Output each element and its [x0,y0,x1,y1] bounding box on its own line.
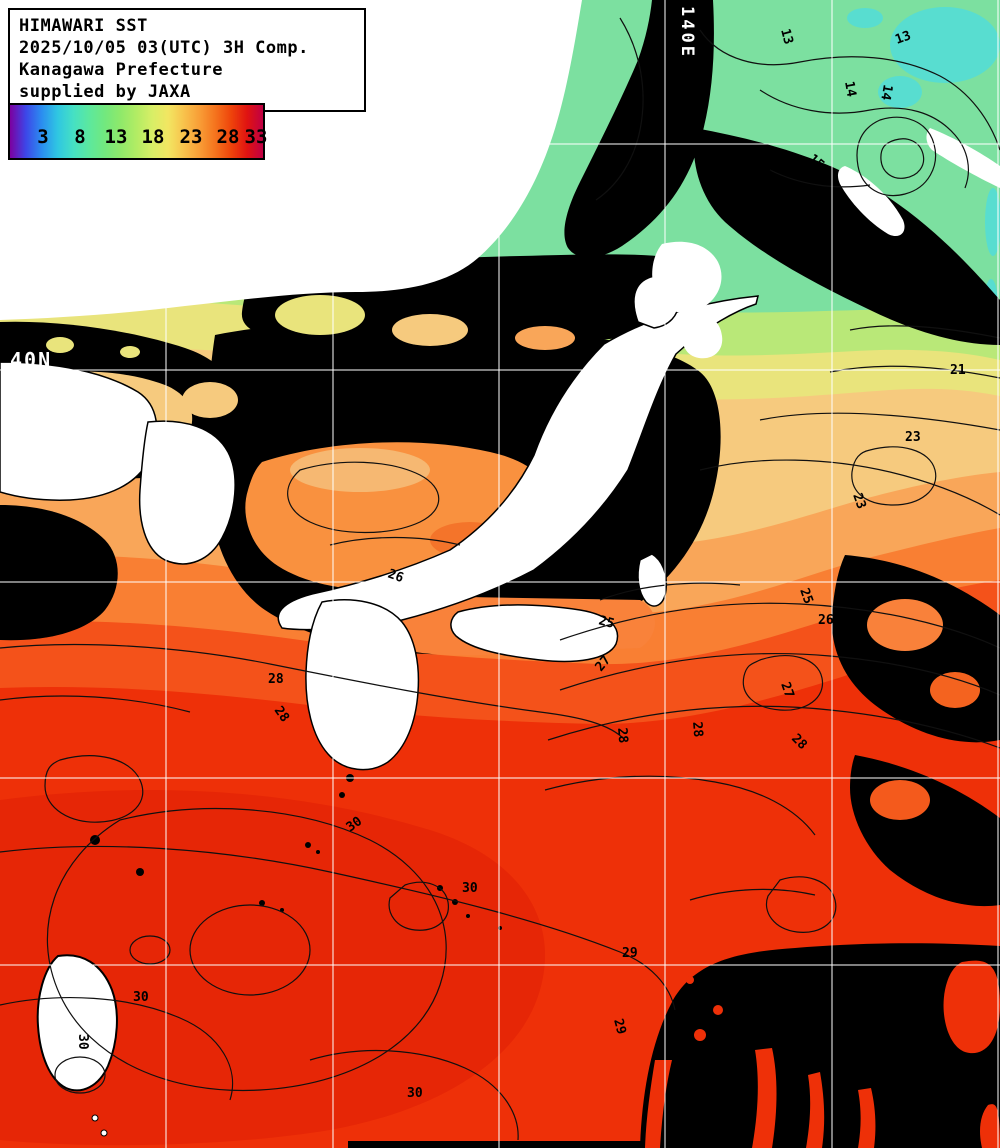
land-shikoku [450,604,619,663]
title-box: HIMAWARI SST 2025/10/05 03(UTC) 3H Comp.… [8,8,366,112]
contour-label: 25 [597,613,616,632]
contour-label: 30 [75,1034,90,1050]
contour-label: 26 [818,613,834,628]
contour-label: 14 [877,83,895,101]
lon-label-140e: 140E [677,6,697,59]
title-line-region: Kanagawa Prefecture [19,60,223,80]
contour-label: 15 [758,169,774,186]
contour-label: 25 [796,586,815,606]
contour-label: 23 [849,491,868,511]
contour-label: 13 [777,27,796,46]
contour-label: 30 [344,814,366,835]
contour-label: 15 [666,19,682,34]
land-korea-tip [138,420,236,565]
land-kyushu [305,599,420,771]
land-izu [637,553,668,607]
colorbar-tick-13: 13 [104,126,128,148]
land-tohoku-bit [652,241,722,313]
land-hokkaido-strip [926,128,1000,188]
land-honshu [277,295,759,631]
colorbar-tick-23: 23 [179,126,203,148]
contour-label: 26 [386,567,406,587]
colorbar-tick-8: 8 [74,126,86,148]
land-tohoku-bit2 [682,314,723,359]
colorbar-tick-3: 3 [37,126,49,148]
contour-lines [0,17,1000,1141]
contour-label: 27 [777,680,796,700]
colorbar-tick-18: 18 [141,126,165,148]
title-line-datetime: 2025/10/05 03(UTC) 3H Comp. [19,38,309,58]
land-coast-strip [837,166,905,237]
title-line-product: HIMAWARI SST [19,16,148,36]
contour-label: 30 [407,1086,423,1101]
contour-label: 23 [905,430,921,445]
contour-label: 28 [689,721,705,738]
contour-label: 30 [462,881,478,896]
colorbar-tick-28: 28 [216,126,240,148]
contour-label: 14 [841,80,859,98]
colorbar: 3 8 13 18 23 28 33 [8,103,268,160]
colorbar-tick-33: 33 [244,126,268,148]
lat-label-40n: 40N [10,348,52,372]
contour-label: 28 [268,672,284,687]
colorbar-gradient [10,105,263,158]
contour-label: 29 [622,946,638,961]
contour-label: 13 [893,28,913,47]
contour-label: 28 [271,704,292,726]
contour-label: 21 [950,363,966,378]
title-line-credit: supplied by JAXA [19,82,191,102]
contour-label: 30 [133,990,149,1005]
contour-label: 29 [610,1017,629,1036]
contour-label: 28 [614,727,630,744]
